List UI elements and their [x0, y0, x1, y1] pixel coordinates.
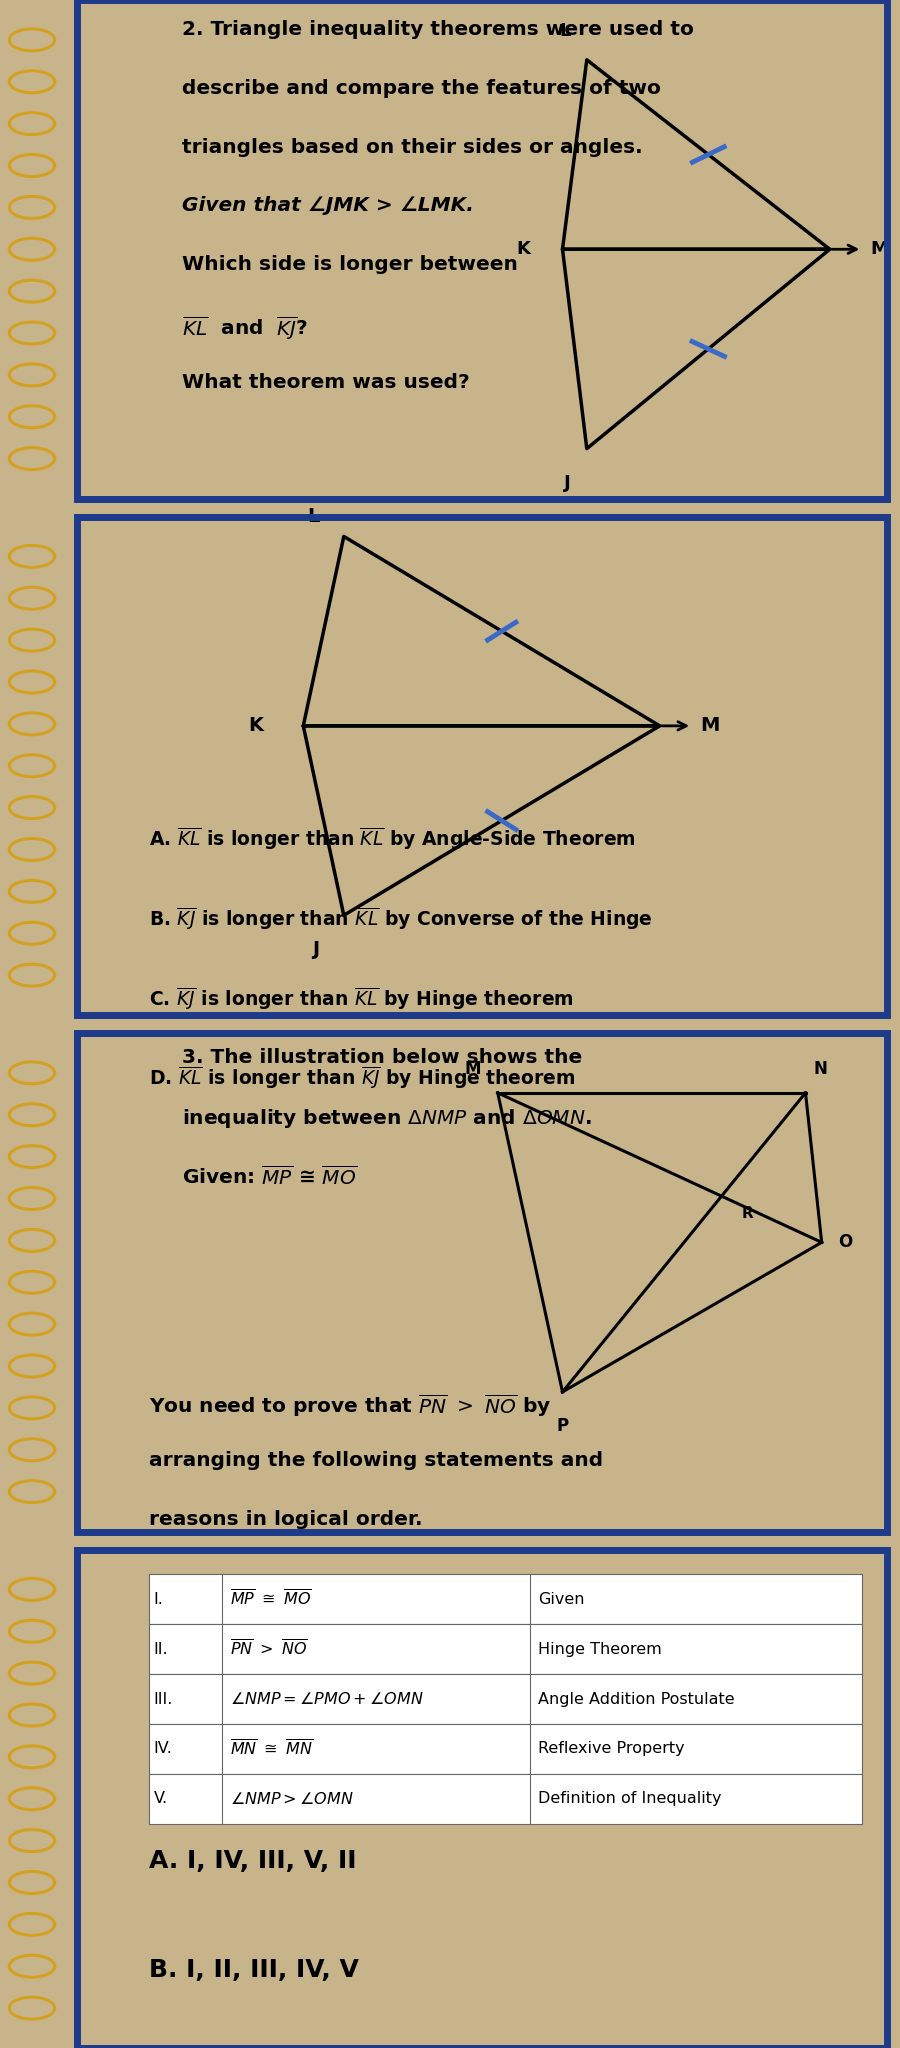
Text: A. $\overline{KL}$ is longer than $\overline{KL}$ by Angle-Side Theorem: A. $\overline{KL}$ is longer than $\over…: [149, 825, 636, 852]
Text: B. $\overline{KJ}$ is longer than $\overline{KL}$ by Converse of the Hinge: B. $\overline{KJ}$ is longer than $\over…: [149, 905, 653, 932]
Text: $\angle NMP = \angle PMO + \angle OMN$: $\angle NMP = \angle PMO + \angle OMN$: [230, 1692, 424, 1708]
Text: Given: $\overline{MP}$ ≅ $\overline{MO}$: Given: $\overline{MP}$ ≅ $\overline{MO}$: [182, 1165, 357, 1190]
Text: C. $\overline{KJ}$ is longer than $\overline{KL}$ by Hinge theorem: C. $\overline{KJ}$ is longer than $\over…: [149, 985, 574, 1012]
Bar: [149, 1724, 862, 1774]
Text: inequality between $\mathit{\Delta NMP}$ and $\mathit{\Delta OMN}$.: inequality between $\mathit{\Delta NMP}$…: [182, 1106, 591, 1130]
Text: J: J: [312, 940, 319, 958]
Text: I.: I.: [153, 1591, 163, 1608]
Text: $\overline{PN}$ $>$ $\overline{NO}$: $\overline{PN}$ $>$ $\overline{NO}$: [230, 1638, 309, 1659]
Text: V.: V.: [153, 1792, 167, 1806]
Text: Hinge Theorem: Hinge Theorem: [538, 1642, 662, 1657]
Text: Reflexive Property: Reflexive Property: [538, 1741, 685, 1757]
Text: Given: Given: [538, 1591, 585, 1608]
Text: N: N: [814, 1061, 827, 1077]
Text: What theorem was used?: What theorem was used?: [182, 373, 470, 391]
Text: $\overline{MN}$ $\cong$ $\overline{MN}$: $\overline{MN}$ $\cong$ $\overline{MN}$: [230, 1739, 314, 1759]
Text: M: M: [465, 1061, 482, 1077]
Text: reasons in logical order.: reasons in logical order.: [149, 1509, 423, 1528]
Text: III.: III.: [153, 1692, 173, 1706]
Text: Definition of Inequality: Definition of Inequality: [538, 1792, 722, 1806]
Text: M: M: [700, 717, 720, 735]
Text: $\overline{KL}$  and  $\overline{KJ}$?: $\overline{KL}$ and $\overline{KJ}$?: [182, 313, 308, 342]
Text: Angle Addition Postulate: Angle Addition Postulate: [538, 1692, 734, 1706]
Bar: [149, 1575, 862, 1624]
Text: B. I, II, III, IV, V: B. I, II, III, IV, V: [149, 1958, 359, 1982]
Text: K: K: [517, 240, 530, 258]
Bar: [149, 1673, 862, 1724]
Text: describe and compare the features of two: describe and compare the features of two: [182, 78, 661, 98]
Text: D. $\overline{KL}$ is longer than $\overline{KJ}$ by Hinge theorem: D. $\overline{KL}$ is longer than $\over…: [149, 1065, 576, 1092]
Text: P: P: [556, 1417, 569, 1436]
Text: K: K: [248, 717, 263, 735]
Text: L: L: [559, 23, 571, 39]
Bar: [149, 1774, 862, 1823]
Text: O: O: [838, 1233, 852, 1251]
Text: Which side is longer between: Which side is longer between: [182, 256, 518, 274]
Text: L: L: [307, 508, 320, 526]
Text: R: R: [742, 1206, 753, 1221]
Text: 2. Triangle inequality theorems were used to: 2. Triangle inequality theorems were use…: [182, 20, 694, 39]
Text: $\angle NMP > \angle OMN$: $\angle NMP > \angle OMN$: [230, 1790, 354, 1806]
Text: IV.: IV.: [153, 1741, 172, 1757]
Text: arranging the following statements and: arranging the following statements and: [149, 1450, 604, 1470]
Text: J: J: [563, 473, 571, 492]
Text: Given that ∠JMK > ∠LMK.: Given that ∠JMK > ∠LMK.: [182, 197, 473, 215]
Text: triangles based on their sides or angles.: triangles based on their sides or angles…: [182, 137, 643, 156]
Text: II.: II.: [153, 1642, 168, 1657]
Bar: [149, 1624, 862, 1673]
Text: $\overline{MP}$ $\cong$ $\overline{MO}$: $\overline{MP}$ $\cong$ $\overline{MO}$: [230, 1589, 312, 1610]
Text: M: M: [870, 240, 888, 258]
Text: 3. The illustration below shows the: 3. The illustration below shows the: [182, 1049, 582, 1067]
Text: You need to prove that $\overline{PN}$ $>$ $\overline{NO}$ by: You need to prove that $\overline{PN}$ $…: [149, 1393, 552, 1419]
Text: A. I, IV, III, V, II: A. I, IV, III, V, II: [149, 1849, 357, 1872]
